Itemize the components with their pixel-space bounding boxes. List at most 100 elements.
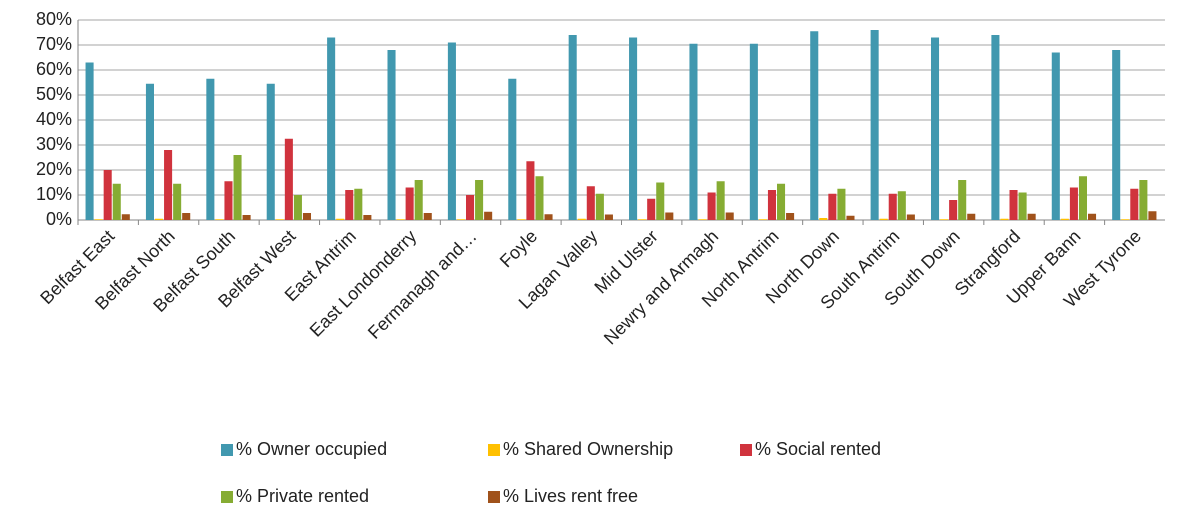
bar bbox=[940, 219, 949, 220]
bar bbox=[1078, 176, 1088, 220]
x-tick-label: Fermanagh and… bbox=[364, 226, 481, 343]
bar bbox=[949, 200, 958, 220]
y-tick-label: 80% bbox=[36, 9, 72, 29]
bar bbox=[456, 219, 465, 220]
y-tick-label: 0% bbox=[46, 209, 72, 229]
legend-label: % Lives rent free bbox=[503, 486, 638, 506]
bar bbox=[354, 188, 363, 220]
bar bbox=[164, 150, 173, 220]
bar bbox=[1139, 180, 1148, 220]
bar bbox=[897, 191, 906, 220]
bar bbox=[517, 219, 526, 220]
bar bbox=[206, 78, 215, 220]
bar bbox=[233, 155, 242, 220]
bar bbox=[749, 43, 758, 220]
legend-label: % Shared Ownership bbox=[503, 439, 673, 459]
bar bbox=[112, 183, 121, 220]
legend-swatch bbox=[221, 444, 233, 456]
x-tick-label: Foyle bbox=[496, 226, 541, 271]
bar bbox=[870, 30, 879, 220]
bar bbox=[758, 219, 767, 220]
bar bbox=[465, 195, 475, 220]
bar bbox=[447, 42, 456, 220]
legend-swatch bbox=[488, 444, 500, 456]
bar bbox=[1009, 190, 1018, 220]
bar bbox=[145, 83, 154, 220]
bar bbox=[508, 78, 517, 220]
legend-label: % Social rented bbox=[755, 439, 881, 459]
bar bbox=[930, 37, 940, 220]
bar bbox=[837, 188, 846, 220]
bar bbox=[767, 190, 777, 220]
bar bbox=[293, 195, 302, 220]
bar bbox=[725, 212, 734, 220]
bar bbox=[967, 213, 976, 220]
bar bbox=[336, 218, 345, 220]
legend-swatch bbox=[740, 444, 752, 456]
bar bbox=[604, 214, 613, 220]
bar bbox=[879, 218, 888, 220]
bar bbox=[698, 219, 707, 220]
bar bbox=[475, 180, 484, 220]
bar bbox=[1018, 192, 1027, 220]
bar bbox=[1121, 219, 1130, 220]
bar bbox=[810, 31, 819, 220]
bar bbox=[577, 218, 586, 220]
bar bbox=[275, 219, 284, 220]
bar bbox=[638, 219, 647, 220]
bar bbox=[1112, 50, 1121, 220]
bar bbox=[302, 213, 312, 220]
bar bbox=[544, 214, 553, 220]
bar bbox=[568, 35, 577, 220]
bar bbox=[327, 37, 336, 220]
bar bbox=[182, 213, 191, 220]
legend-swatch bbox=[488, 491, 500, 503]
y-tick-label: 20% bbox=[36, 159, 72, 179]
bar bbox=[345, 190, 354, 220]
bar bbox=[629, 37, 638, 220]
bar bbox=[242, 215, 251, 220]
bar bbox=[396, 219, 405, 220]
bar bbox=[1000, 218, 1009, 220]
bar bbox=[958, 180, 967, 220]
bar bbox=[284, 138, 293, 220]
bar bbox=[173, 183, 182, 220]
bar bbox=[387, 50, 396, 220]
bar bbox=[224, 181, 233, 220]
bar bbox=[414, 180, 423, 220]
bar bbox=[595, 193, 604, 220]
y-tick-label: 70% bbox=[36, 34, 72, 54]
y-tick-label: 30% bbox=[36, 134, 72, 154]
bar bbox=[707, 192, 716, 220]
bar bbox=[85, 62, 94, 220]
y-tick-label: 60% bbox=[36, 59, 72, 79]
bar bbox=[586, 186, 595, 220]
x-tick-label: Newry and Armagh bbox=[600, 226, 722, 348]
x-tick-label: East Londonderry bbox=[306, 226, 421, 341]
bar bbox=[215, 219, 224, 220]
legend-swatch bbox=[221, 491, 233, 503]
bar bbox=[656, 182, 665, 220]
bar bbox=[363, 215, 372, 220]
bar bbox=[665, 212, 674, 220]
bar bbox=[1060, 218, 1069, 220]
y-tick-label: 50% bbox=[36, 84, 72, 104]
bar bbox=[154, 218, 164, 220]
bar bbox=[888, 193, 897, 220]
bar bbox=[1088, 213, 1097, 220]
bar bbox=[689, 43, 698, 220]
bar bbox=[484, 211, 493, 220]
bar bbox=[777, 183, 786, 220]
y-tick-label: 40% bbox=[36, 109, 72, 129]
bar bbox=[846, 215, 855, 220]
legend-label: % Private rented bbox=[236, 486, 369, 506]
bar bbox=[906, 214, 915, 220]
bar bbox=[405, 187, 414, 220]
bar bbox=[1051, 52, 1060, 220]
bar bbox=[786, 213, 795, 220]
bar bbox=[1148, 211, 1157, 220]
bar bbox=[828, 193, 837, 220]
bar bbox=[266, 83, 275, 220]
bar bbox=[991, 35, 1000, 220]
